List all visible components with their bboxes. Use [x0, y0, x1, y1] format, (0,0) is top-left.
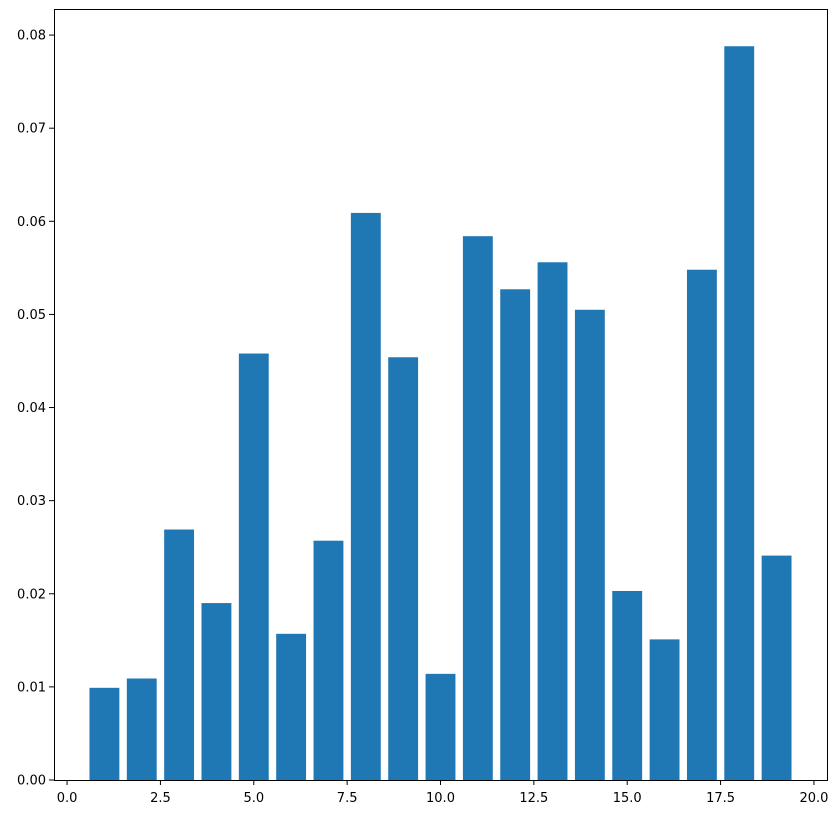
bar-16 [649, 639, 680, 780]
bars-group [89, 46, 792, 781]
y-tick-label: 0.00 [17, 774, 46, 789]
bar-4 [201, 603, 232, 780]
bar-2 [126, 678, 157, 780]
bar-11 [462, 236, 493, 781]
bar-18 [724, 46, 755, 780]
bar-17 [686, 269, 717, 780]
bar-10 [425, 673, 456, 780]
x-tick-label: 20.0 [799, 791, 828, 806]
bar-19 [761, 555, 792, 780]
x-tick-label: 17.5 [706, 791, 735, 806]
x-tick-label: 15.0 [613, 791, 642, 806]
y-tick-label: 0.01 [17, 680, 46, 695]
x-tick-label: 5.0 [243, 791, 264, 806]
bar-5 [238, 353, 269, 780]
bar-12 [500, 289, 531, 780]
y-tick-label: 0.06 [17, 215, 46, 230]
bar-14 [574, 309, 605, 780]
plot-frame [54, 9, 828, 781]
x-tick-label: 0.0 [57, 791, 78, 806]
y-tick-label: 0.05 [17, 308, 46, 323]
bar-9 [388, 357, 419, 780]
bar-6 [276, 633, 307, 780]
bar-13 [537, 262, 568, 780]
y-axis-ticks: 0.00 0.01 0.02 0.03 0.04 0.05 0.06 0.07 0.08 [17, 29, 54, 789]
x-axis-ticks: 0.0 2.5 5.0 7.5 10.0 12.5 15.0 17.5 20.0 [57, 780, 828, 806]
y-tick-label: 0.02 [17, 587, 46, 602]
y-tick-label: 0.04 [17, 401, 46, 416]
bar-7 [313, 540, 344, 780]
bar-1 [89, 687, 120, 780]
x-tick-label: 12.5 [519, 791, 548, 806]
bar-15 [612, 590, 643, 780]
x-tick-label: 2.5 [150, 791, 171, 806]
y-tick-label: 0.03 [17, 494, 46, 509]
x-tick-label: 10.0 [426, 791, 455, 806]
bar-3 [164, 529, 195, 780]
bar-8 [350, 212, 381, 780]
y-tick-label: 0.07 [17, 122, 46, 137]
x-tick-label: 7.5 [337, 791, 358, 806]
y-tick-label: 0.08 [17, 29, 46, 44]
